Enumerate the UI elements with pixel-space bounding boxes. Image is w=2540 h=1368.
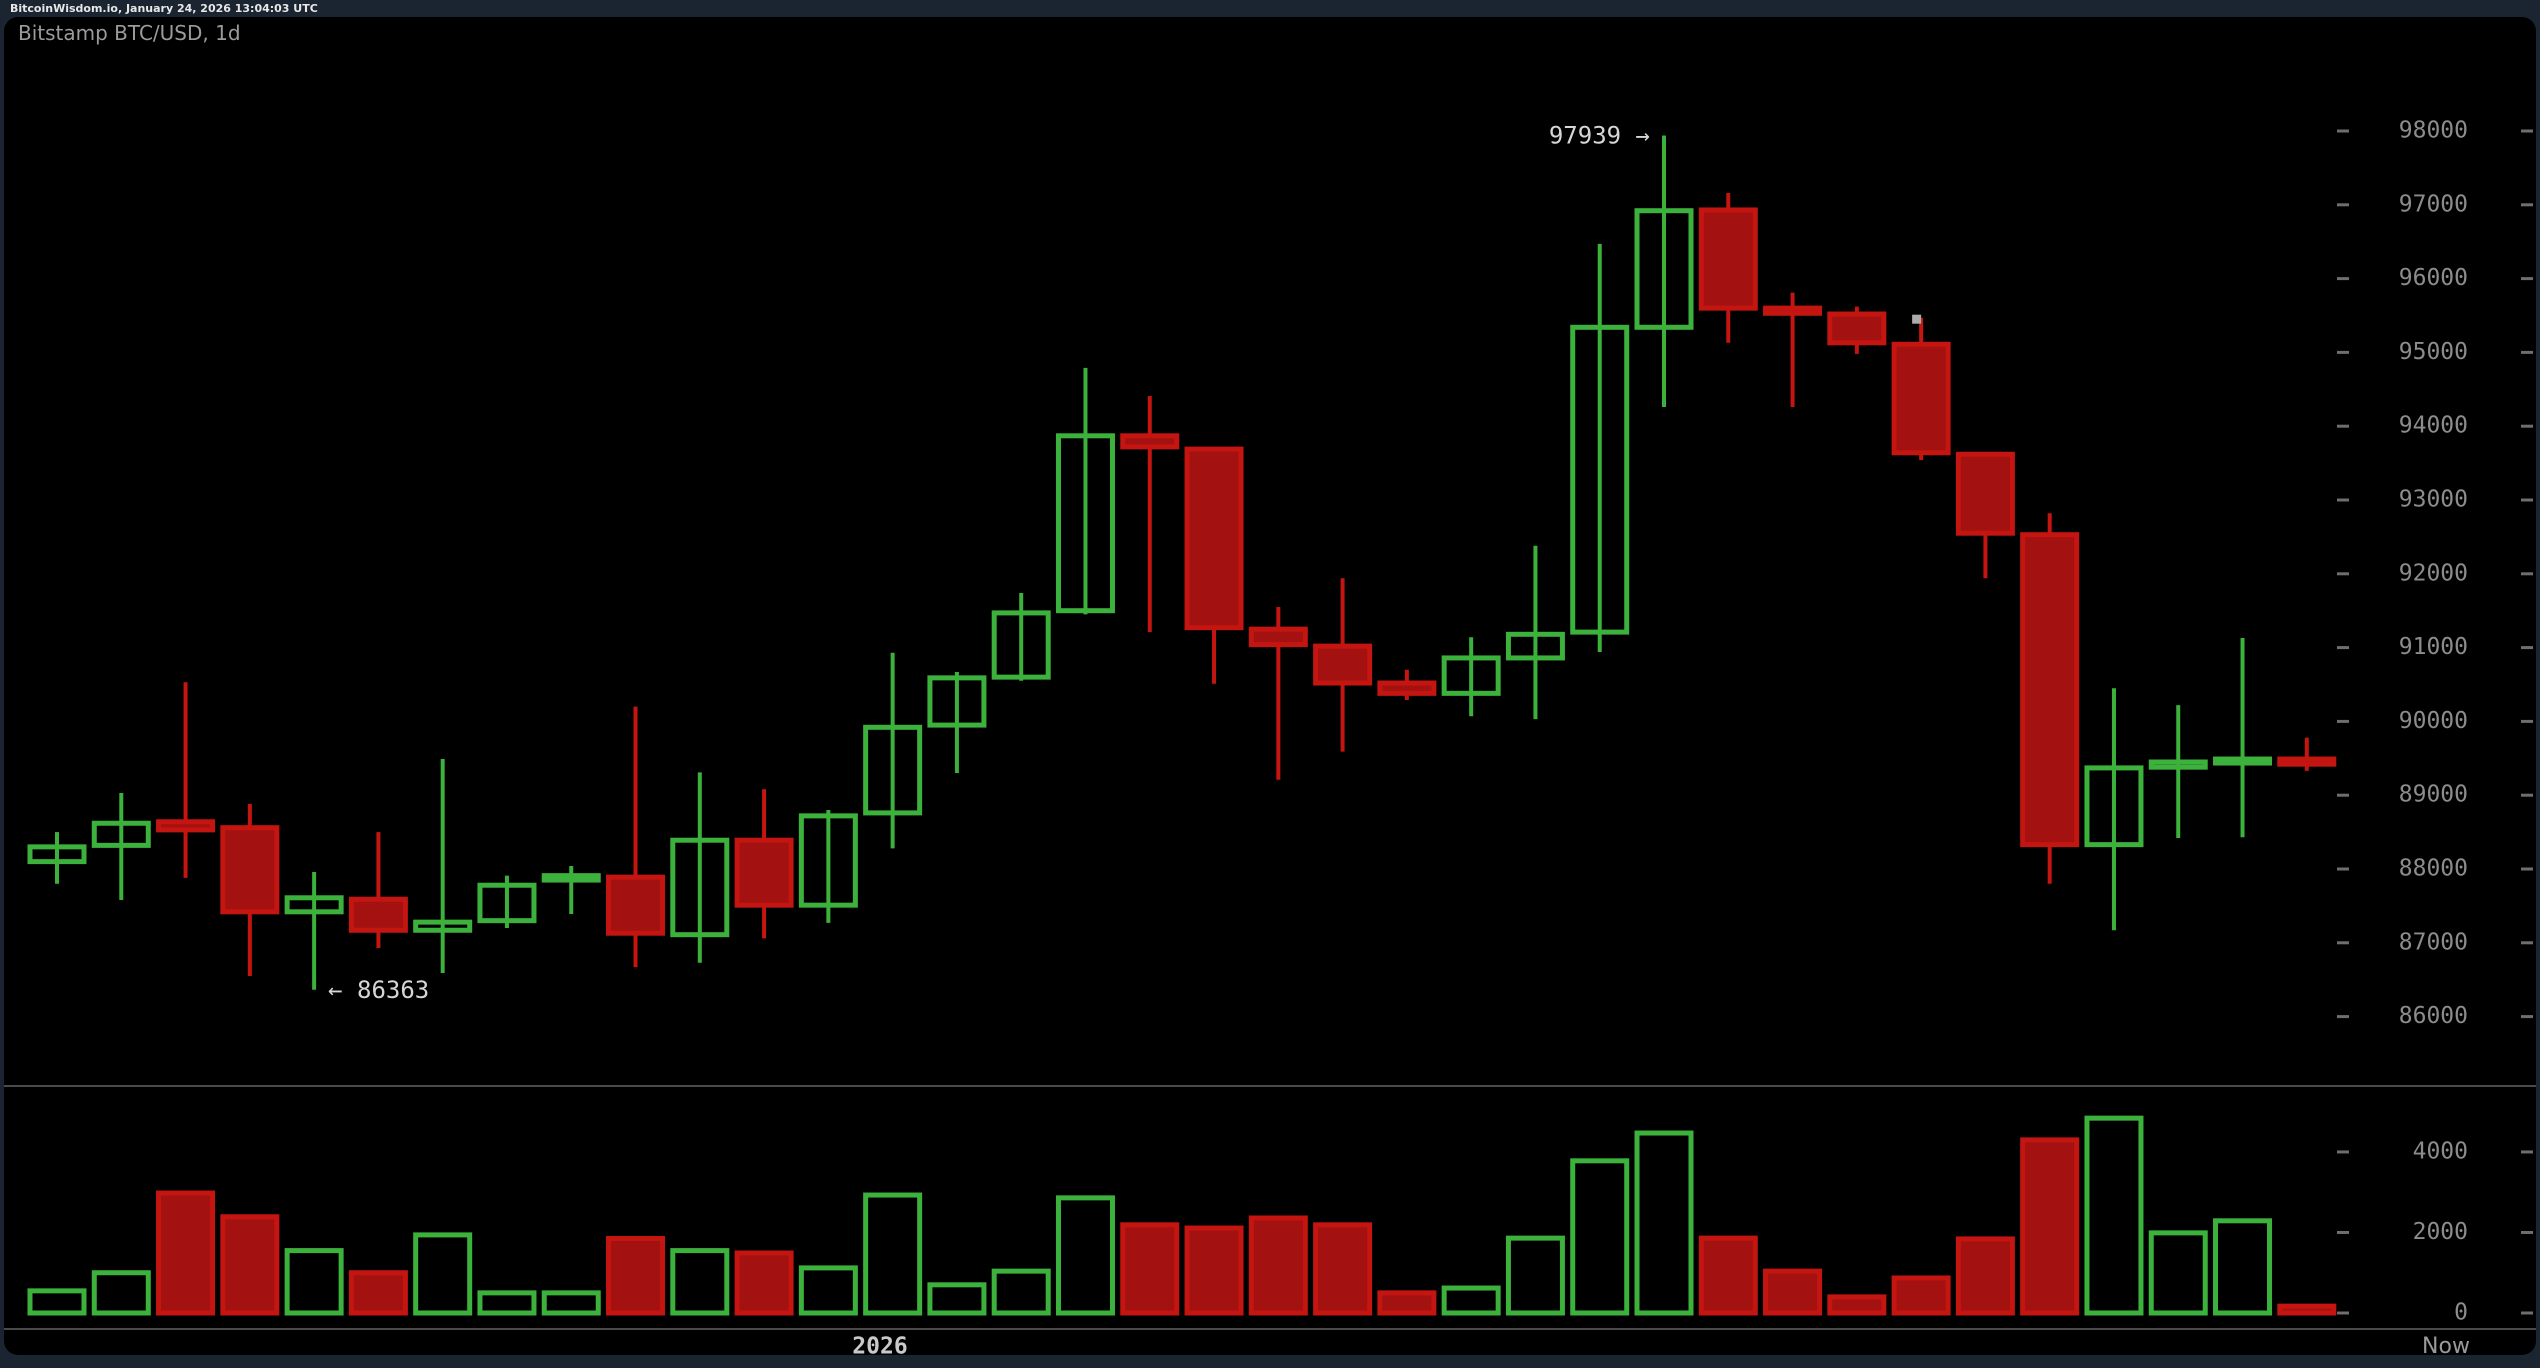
high-price-annotation: 97939 → [1549, 122, 1650, 150]
chart-panel [4, 17, 2536, 1355]
candle-body-down [1891, 341, 1951, 456]
candle-body-up [284, 895, 344, 915]
volume-bar-up [927, 1282, 987, 1316]
volume-bar-down [1120, 1222, 1180, 1316]
volume-bar-down [1891, 1275, 1951, 1316]
candle-body-down [1698, 207, 1758, 311]
candle-body-down [1120, 433, 1180, 450]
volume-bar-down [734, 1250, 794, 1316]
candle-body-up [2213, 756, 2273, 766]
volume-bar-up [2213, 1218, 2273, 1316]
candle-body-down [348, 896, 408, 933]
price-axis-label: 92000 [2399, 560, 2468, 586]
candle-body-up [2148, 759, 2208, 770]
volume-axis-label: 2000 [2413, 1219, 2468, 1245]
volume-bar-down [606, 1236, 666, 1316]
price-axis-label: 87000 [2399, 929, 2468, 955]
volume-bar-up [991, 1268, 1051, 1316]
volume-bar-down [156, 1190, 216, 1316]
x-axis-now-label: Now [2422, 1334, 2470, 1359]
candle-body-up [1634, 208, 1694, 330]
volume-bar-down [1827, 1294, 1887, 1316]
candle-body-down [1827, 311, 1887, 346]
candle-body-up [91, 820, 151, 848]
candle-body-up [2084, 765, 2144, 848]
candle-body-down [734, 837, 794, 908]
volume-bar-up [91, 1270, 151, 1316]
candle-body-up [927, 675, 987, 728]
gray-marker-dot [1912, 314, 1922, 324]
volume-bar-down [2277, 1303, 2337, 1316]
x-axis-year-label: 2026 [852, 1334, 907, 1360]
volume-bar-up [798, 1265, 858, 1316]
price-axis-label: 94000 [2399, 413, 2468, 439]
volume-bar-down [348, 1270, 408, 1316]
volume-bar-down [2020, 1137, 2080, 1316]
volume-bar-up [1441, 1285, 1501, 1316]
price-axis-label: 95000 [2399, 339, 2468, 365]
volume-bar-up [1505, 1235, 1565, 1316]
candle-body-up [863, 724, 923, 816]
volume-bar-up [413, 1232, 473, 1316]
candle-body-down [2277, 756, 2337, 767]
volume-bar-down [220, 1214, 280, 1316]
candle-body-down [1313, 643, 1373, 686]
candle-body-down [156, 819, 216, 833]
candle-body-up [798, 813, 858, 908]
price-axis-label: 98000 [2399, 118, 2468, 144]
price-axis-label: 86000 [2399, 1003, 2468, 1029]
price-axis-label: 97000 [2399, 191, 2468, 217]
volume-bar-up [1634, 1130, 1694, 1316]
candle-body-down [1955, 451, 2015, 536]
price-axis-label: 93000 [2399, 487, 2468, 513]
volume-bar-up [541, 1290, 601, 1316]
price-axis-label: 91000 [2399, 634, 2468, 660]
volume-bar-up [2084, 1115, 2144, 1316]
volume-bar-down [1184, 1225, 1244, 1316]
volume-bar-up [27, 1288, 87, 1316]
volume-axis-label: 0 [2454, 1300, 2468, 1326]
volume-axis-label: 4000 [2413, 1138, 2468, 1164]
candle-body-up [1441, 655, 1501, 696]
status-text: BitcoinWisdom.io, January 24, 2026 13:04… [10, 2, 318, 15]
candle-body-up [27, 844, 87, 865]
candle-body-down [1763, 305, 1823, 316]
candle-body-down [1248, 626, 1308, 648]
volume-bar-up [670, 1248, 730, 1316]
volume-bar-up [863, 1192, 923, 1316]
chart-title: Bitstamp BTC/USD, 1d [18, 21, 241, 45]
candle-body-down [1377, 680, 1437, 696]
volume-bar-up [1570, 1158, 1630, 1316]
volume-bar-up [2148, 1230, 2208, 1316]
low-price-annotation: ← 86363 [328, 976, 429, 1004]
price-axis-label: 89000 [2399, 782, 2468, 808]
volume-bar-down [1698, 1235, 1758, 1316]
candle-body-up [1505, 631, 1565, 661]
volume-bar-up [477, 1290, 537, 1316]
volume-bar-up [284, 1248, 344, 1316]
price-axis-label: 90000 [2399, 708, 2468, 734]
candle-body-up [670, 837, 730, 938]
candle-body-down [1184, 446, 1244, 631]
price-axis-label: 88000 [2399, 856, 2468, 882]
volume-bar-down [1955, 1236, 2015, 1316]
volume-bar-down [1763, 1268, 1823, 1316]
candle-body-down [220, 825, 280, 915]
volume-bar-up [1055, 1195, 1115, 1316]
candle-body-up [413, 919, 473, 933]
candle-body-up [541, 873, 601, 883]
candle-body-down [2020, 532, 2080, 848]
volume-bar-down [1248, 1215, 1308, 1316]
status-bar: BitcoinWisdom.io, January 24, 2026 13:04… [0, 0, 2540, 17]
candle-body-down [606, 874, 666, 936]
candle-body-up [1055, 433, 1115, 614]
candle-body-up [991, 610, 1051, 680]
volume-bar-down [1377, 1290, 1437, 1316]
volume-bar-down [1313, 1222, 1373, 1316]
price-axis-label: 96000 [2399, 265, 2468, 291]
candle-body-up [477, 882, 537, 924]
candle-body-up [1570, 324, 1630, 635]
